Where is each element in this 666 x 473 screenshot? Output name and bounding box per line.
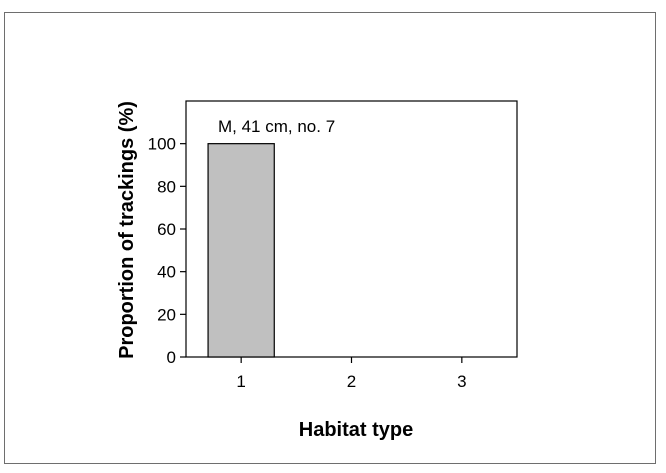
x-tick-label-2: 2 — [347, 372, 356, 391]
x-tick-label-1: 1 — [236, 372, 245, 391]
y-tick-label-100: 100 — [148, 135, 176, 154]
figure-frame — [4, 12, 656, 464]
bars-group — [207, 143, 275, 358]
y-tick-label-80: 80 — [157, 177, 176, 196]
x-tick-label-3: 3 — [457, 372, 466, 391]
y-tick-label-60: 60 — [157, 220, 176, 239]
bar-1 — [207, 143, 275, 358]
chart-annotation: M, 41 cm, no. 7 — [218, 117, 335, 136]
y-tick-label-20: 20 — [157, 305, 176, 324]
y-tick-label-0: 0 — [167, 348, 176, 367]
x-ticks-group: 1 2 3 — [236, 357, 467, 391]
y-ticks-group: 0 20 40 60 80 100 — [148, 135, 186, 367]
y-axis-label: Proportion of trackings (%) — [116, 101, 138, 359]
x-axis-label: Habitat type — [299, 419, 413, 441]
y-tick-label-40: 40 — [157, 263, 176, 282]
